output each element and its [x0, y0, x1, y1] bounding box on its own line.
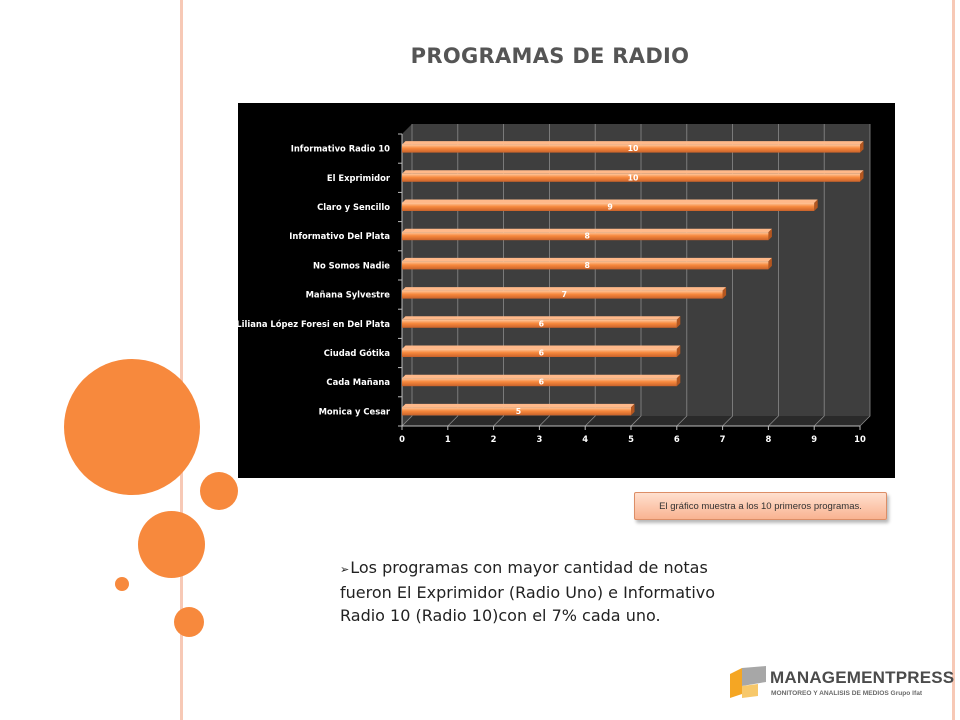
- bar-top-face: [402, 345, 681, 349]
- decorative-line-right: [952, 0, 955, 720]
- bullet-paragraph: ➢Los programas con mayor cantidad de not…: [340, 556, 740, 627]
- category-label: Informativo Del Plata: [289, 231, 390, 241]
- x-tick-label: 8: [765, 434, 771, 444]
- x-tick-label: 10: [854, 434, 866, 444]
- bar-data-label: 6: [539, 378, 544, 387]
- bar: [402, 319, 677, 328]
- gridline: [539, 124, 550, 427]
- bar-data-label: 6: [539, 319, 544, 328]
- bar-side-face: [676, 374, 681, 387]
- x-tick-label: 0: [399, 434, 405, 444]
- bar-data-label: 6: [539, 349, 544, 358]
- bar-top-face: [402, 374, 681, 379]
- bar: [402, 261, 769, 270]
- bar-data-label: 8: [584, 261, 589, 270]
- gridline: [630, 124, 642, 427]
- bar-side-face: [631, 403, 635, 416]
- decorative-circle-small-a: [200, 472, 238, 510]
- category-label: Cada Mañana: [326, 377, 390, 387]
- gridline: [401, 124, 413, 427]
- bar: [402, 349, 677, 357]
- slide-title: PROGRAMAS DE RADIO: [410, 44, 690, 68]
- x-tick-label: 5: [628, 434, 634, 444]
- x-tick-label: 6: [674, 434, 680, 444]
- bar-data-label: 5: [516, 407, 521, 416]
- logo-tagline: MONITOREO Y ANALISIS DE MEDIOS Grupo Ifa…: [771, 690, 923, 697]
- bar: [402, 290, 723, 299]
- bar-top-face: [402, 170, 864, 174]
- bar: [402, 203, 815, 211]
- bar-data-label: 10: [628, 144, 639, 153]
- bar-side-face: [768, 257, 772, 270]
- gridline: [676, 124, 688, 427]
- bar: [402, 173, 860, 182]
- category-label: Mañana Sylvestre: [306, 290, 391, 300]
- decorative-line-left: [180, 0, 183, 720]
- bar-data-label: 10: [628, 173, 639, 182]
- chart-note-callout: El gráfico muestra a los 10 primeros pro…: [634, 492, 887, 520]
- bar: [402, 144, 860, 153]
- x-tick-label: 3: [536, 434, 542, 444]
- category-label: Claro y Sencillo: [317, 202, 390, 212]
- gridline: [768, 124, 779, 427]
- x-tick-label: 1: [445, 434, 451, 444]
- decorative-circle-dot: [115, 577, 129, 591]
- bar-top-face: [402, 199, 818, 203]
- managementpress-logo: MANAGEMENTPRESS MONITOREO Y ANALISIS DE …: [728, 664, 960, 708]
- bar-side-face: [860, 170, 864, 182]
- gridline: [493, 124, 505, 427]
- gridline: [722, 124, 734, 427]
- bar-top-face: [402, 257, 772, 262]
- managementpress-logo-mark-icon: [730, 666, 766, 698]
- bar-side-face: [676, 345, 681, 357]
- bar: [402, 232, 769, 241]
- bar: [402, 378, 677, 387]
- category-label: Informativo Radio 10: [291, 144, 390, 154]
- bar-data-label: 7: [562, 290, 567, 299]
- bar-top-face: [402, 316, 681, 320]
- bar-side-face: [722, 287, 727, 299]
- logo-name: MANAGEMENTPRESS: [770, 668, 955, 687]
- bar-top-face: [402, 403, 635, 408]
- x-tick-label: 2: [491, 434, 497, 444]
- category-label: Monica y Cesar: [319, 406, 391, 416]
- decorative-circle-large: [64, 359, 200, 495]
- gridline: [813, 124, 825, 427]
- bar-data-label: 9: [607, 203, 612, 212]
- category-label: El Exprimidor: [327, 173, 391, 183]
- category-label: Liliana López Foresi en Del Plata: [238, 319, 390, 329]
- bar-top-face: [402, 228, 772, 233]
- bar-top-face: [402, 287, 727, 291]
- bar-side-face: [860, 141, 864, 153]
- bar: [402, 407, 631, 416]
- bar-side-face: [814, 199, 818, 211]
- x-tick-label: 4: [582, 434, 588, 444]
- decorative-circle-small-b: [174, 607, 204, 637]
- gridline: [859, 124, 871, 427]
- x-tick-label: 9: [811, 434, 817, 444]
- bar-chart: Informativo Radio 10 10 El Exprimidor 10 Cla…: [238, 103, 895, 478]
- arrow-bullet-icon: ➢: [340, 563, 350, 576]
- bar-side-face: [768, 228, 772, 241]
- bar-top-face: [402, 141, 864, 145]
- bullet-paragraph-text: Los programas con mayor cantidad de nota…: [340, 558, 716, 625]
- bar-data-label: 8: [584, 232, 589, 241]
- decorative-circle-medium: [138, 511, 205, 578]
- gridline: [584, 124, 596, 427]
- gridline: [447, 124, 459, 427]
- x-tick-label: 7: [720, 434, 726, 444]
- category-label: No Somos Nadie: [313, 260, 390, 270]
- category-label: Ciudad Gótika: [324, 348, 390, 358]
- bar-side-face: [676, 316, 681, 328]
